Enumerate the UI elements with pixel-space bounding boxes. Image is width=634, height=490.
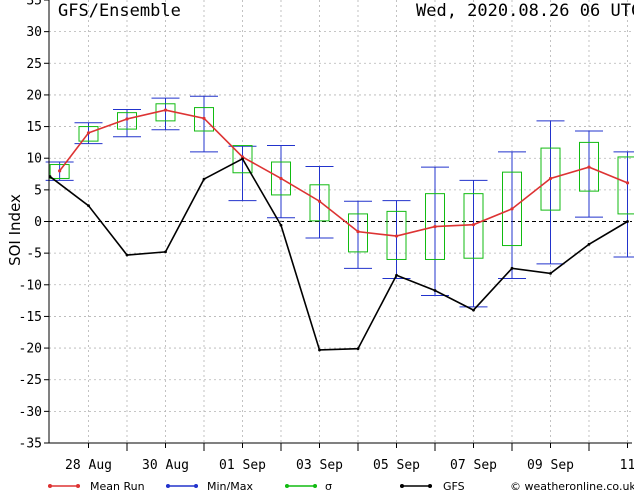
mean-run-point xyxy=(394,234,399,238)
copyright-text: © weatheronline.co.uk xyxy=(510,480,634,490)
mean-run-point xyxy=(433,224,437,229)
gfs-point xyxy=(356,347,360,351)
axes: 35 30 25 20 15 10 5 0 -5 -10 -15 -20 -25 -30 -35 28 Aug… xyxy=(19,0,634,473)
x-tick-label: 01 Sep xyxy=(219,458,266,473)
gfs-line xyxy=(49,157,628,351)
legend-item-gfs: GFS xyxy=(400,480,465,490)
sigma-box xyxy=(579,141,599,192)
y-tick-label: 15 xyxy=(26,120,42,135)
gfs-point xyxy=(587,242,591,246)
legend-label-sigma: σ xyxy=(325,480,332,490)
legend-item-sigma: σ xyxy=(285,480,332,490)
y-tick-label: 20 xyxy=(26,88,42,103)
mean-run-line xyxy=(58,109,628,237)
x-tick-label: 03 Sep xyxy=(296,458,343,473)
y-tick-label: -25 xyxy=(19,373,42,388)
x-tick-label: 09 Sep xyxy=(527,458,574,473)
mean-run-point xyxy=(548,176,553,181)
x-tick-label: 05 Sep xyxy=(373,458,420,473)
mean-run-point xyxy=(317,199,322,203)
sigma-box xyxy=(502,171,522,247)
mean-run-point xyxy=(125,117,129,121)
mean-run-point xyxy=(202,116,206,120)
mean-run-point xyxy=(58,169,62,173)
x-tick-label: 07 Sep xyxy=(450,458,497,473)
sigma-box xyxy=(49,164,70,179)
legend-item-mean-run: Mean Run xyxy=(48,480,145,490)
y-tick-label: 10 xyxy=(26,152,42,167)
legend-label-minmax: Min/Max xyxy=(207,480,253,490)
sigma-box xyxy=(117,112,137,130)
mean-run-point xyxy=(86,131,91,135)
gfs-point xyxy=(241,157,244,161)
legend-label-gfs: GFS xyxy=(443,480,465,490)
legend-item-minmax: Min/Max xyxy=(166,480,253,490)
legend-label-mean-run: Mean Run xyxy=(90,480,145,490)
gfs-point xyxy=(318,348,321,352)
y-tick-label: -5 xyxy=(26,247,42,262)
gfs-point xyxy=(87,204,90,208)
y-tick-label: -30 xyxy=(19,405,42,420)
legend: Mean Run Min/Max σ GFS © weatheronline.c… xyxy=(48,480,634,490)
y-tick-label: 0 xyxy=(34,215,42,230)
mean-run-point xyxy=(279,176,283,181)
mean-run-point xyxy=(587,165,591,169)
mean-run-point xyxy=(510,207,514,211)
mean-run-point xyxy=(356,230,360,234)
gfs-point xyxy=(549,271,552,275)
sigma-box xyxy=(232,145,253,174)
gfs-point xyxy=(395,273,398,277)
sigma-box xyxy=(617,156,634,215)
grid-lines xyxy=(49,0,632,443)
sigma-box xyxy=(309,184,330,222)
sigma-box xyxy=(78,126,99,142)
chart-timestamp: Wed, 2020.08.26 06 UTC xyxy=(416,1,634,21)
sigma-box xyxy=(540,147,561,211)
y-tick-label: -15 xyxy=(19,310,42,325)
y-tick-label: 5 xyxy=(34,183,42,198)
gfs-point xyxy=(125,253,129,257)
gfs-point xyxy=(279,223,283,227)
gfs-point xyxy=(164,250,167,254)
gfs-point xyxy=(433,289,437,292)
gfs-point xyxy=(510,266,514,270)
sigma-box xyxy=(194,107,214,132)
y-tick-label: -35 xyxy=(19,437,42,452)
y-tick-label: -10 xyxy=(19,278,42,293)
mean-run-point xyxy=(625,181,630,185)
mean-run-point xyxy=(471,223,476,227)
sigma-box xyxy=(271,161,291,196)
y-axis-label: SOI Index xyxy=(6,194,24,266)
y-tick-label: 35 xyxy=(26,0,42,9)
mean-run-point xyxy=(163,108,168,112)
gfs-point xyxy=(472,308,475,312)
gfs-point xyxy=(202,177,206,181)
y-tick-label: -20 xyxy=(19,342,42,357)
chart-title: GFS/Ensemble xyxy=(58,1,181,21)
x-tick-label: 30 Aug xyxy=(142,458,189,473)
x-tick-label: 11 xyxy=(620,458,634,473)
y-tick-label: 25 xyxy=(26,57,42,72)
x-tick-label: 28 Aug xyxy=(65,458,112,473)
gfs-point xyxy=(626,220,629,223)
chart-marks xyxy=(45,95,634,352)
y-tick-label: 30 xyxy=(26,25,42,40)
